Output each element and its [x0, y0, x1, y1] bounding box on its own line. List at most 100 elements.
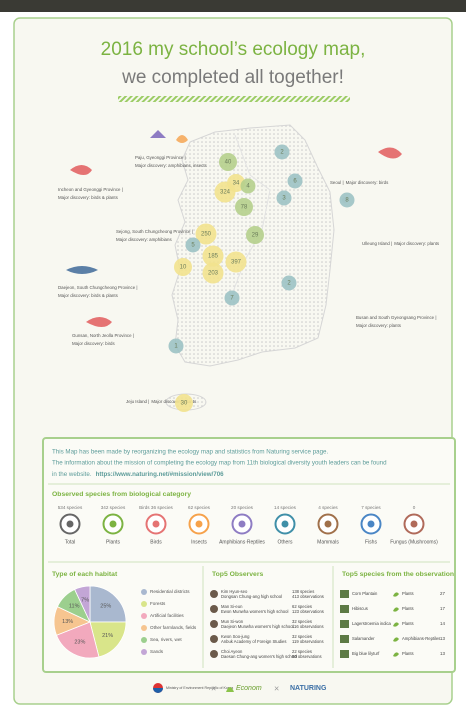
category-title: Observed species from biological categor…	[52, 491, 191, 498]
species-count: 13	[440, 636, 445, 641]
pie-label: 23%	[74, 639, 85, 645]
legend-label: Artificial facilities	[150, 613, 184, 618]
legend-swatch	[141, 613, 147, 619]
observer-observations: 119 observations	[292, 639, 324, 644]
species-group: Amphibians·Reptiles	[402, 636, 440, 641]
region-name: Daejeon, South Chungcheong Province |	[58, 285, 138, 290]
species-count: 27	[440, 591, 445, 596]
category-label: Birds	[150, 539, 162, 545]
info-url[interactable]: https://www.naturing.net/#mission/view/7…	[96, 471, 225, 478]
category-icon-dot	[67, 521, 74, 528]
legend-swatch	[141, 589, 147, 595]
region-discovery: Major discovery: birds	[346, 180, 390, 185]
region-discovery: Major discovery: amphibians	[116, 237, 172, 242]
category-count: 62 species	[188, 505, 211, 510]
count-label: 30	[181, 401, 188, 407]
region-name: Jeju Island |	[126, 399, 149, 404]
count-label: 34	[233, 181, 240, 187]
region-name: Incheon and Gyeonggi Province |	[58, 187, 123, 192]
observer-avatar	[210, 635, 218, 643]
category-count: 4 species	[318, 505, 338, 510]
species-group: Plants	[402, 591, 414, 596]
region-name: Seoul |	[330, 180, 344, 185]
count-label: 40	[225, 160, 232, 166]
legend-swatch	[141, 601, 147, 607]
legend-label: Sands	[150, 649, 164, 654]
category-count: 342 species	[101, 505, 126, 510]
category-icon-dot	[153, 521, 160, 528]
observer-observations: 123 observations	[292, 609, 324, 614]
count-label: 203	[208, 271, 219, 277]
species-name: Hibiscus	[352, 606, 368, 611]
species-name: Big blue lilyturf	[352, 651, 380, 656]
category-icon-dot	[110, 521, 117, 528]
econom-name: Econom	[236, 685, 262, 692]
category-icon-dot	[196, 521, 203, 528]
count-label: 397	[231, 260, 242, 266]
category-count: 14 species	[274, 505, 297, 510]
observer-school: Anbuk Academy of Foreign Studies	[221, 639, 286, 644]
info-line: in the website. https://www.naturing.net/…	[52, 471, 224, 478]
region-discovery: Major discovery: plants	[394, 241, 440, 246]
legend-swatch	[141, 625, 147, 631]
observers-title: Top5 Observers	[212, 571, 263, 578]
species-name: Salamander	[352, 636, 375, 641]
species-name: Corn Plantain	[352, 591, 378, 596]
info-line: in the website.	[52, 471, 92, 478]
observer-observations: 116 observations	[292, 624, 324, 629]
observer-avatar	[210, 590, 218, 598]
legend-swatch	[141, 637, 147, 643]
observer-avatar	[210, 620, 218, 628]
category-count: 0	[413, 505, 416, 510]
region-discovery: Major discovery: birds & plants	[58, 293, 119, 298]
ministry-name: Ministry of Environment Republic of Kore…	[166, 686, 233, 690]
category-icon-dot	[368, 521, 375, 528]
pie-label: 7%	[81, 598, 89, 604]
species-photo	[340, 605, 349, 613]
region-label: Ulleung Island |Major discovery: plants	[362, 241, 440, 246]
count-label: 29	[252, 233, 259, 239]
pie-label: 11%	[69, 604, 80, 610]
title-line1: 2016 my school’s ecology map,	[101, 39, 366, 60]
poster: 2016 my school’s ecology map, we complet…	[0, 0, 466, 710]
species-photo	[340, 650, 349, 658]
legend-swatch	[141, 649, 147, 655]
region-discovery: Major discovery: amphibians, insects	[135, 163, 208, 168]
category-label: Others	[277, 539, 293, 545]
category-icon-dot	[239, 521, 246, 528]
category-count: 7 species	[361, 505, 381, 510]
region-name: Sejong, South Chungcheong Province |	[116, 229, 193, 234]
count-label: 185	[208, 254, 219, 260]
category-label: Fungus (Mushrooms)	[390, 539, 438, 545]
category-count: Birds 36 species	[139, 505, 173, 510]
species-title: Top5 species from the observation	[342, 571, 454, 578]
species-count: 13	[440, 651, 445, 656]
species-photo	[340, 590, 349, 598]
legend-label: Forests	[150, 601, 166, 606]
region-name: Busan and South Gyeongsang Province |	[356, 315, 436, 320]
observer-school: Daejeon Munwha women's high school	[221, 624, 294, 629]
legend-label: Residential districts	[150, 589, 190, 594]
info-line: This Map has been made by reorganizing t…	[52, 449, 328, 456]
observer-avatar	[210, 650, 218, 658]
species-count: 14	[440, 621, 445, 626]
species-photo	[340, 635, 349, 643]
species-group: Plants	[402, 606, 414, 611]
category-count: 20 species	[231, 505, 254, 510]
legend-label: Other farmlands, fields	[150, 625, 197, 630]
count-label: 10	[180, 265, 187, 271]
photo-strip	[0, 0, 466, 12]
category-label: Fishs	[365, 539, 377, 545]
naturing-name: NATURING	[290, 685, 327, 692]
category-label: Plants	[106, 539, 120, 545]
category-icon-dot	[411, 521, 418, 528]
category-label: Mammals	[317, 539, 339, 545]
title-line2: we completed all together!	[121, 67, 344, 88]
separator-x: ×	[274, 683, 279, 693]
species-name: Lagerstroemia indica	[352, 621, 392, 626]
region-discovery: Major discovery: birds	[72, 341, 116, 346]
legend-label: Sea, rivers, wet	[150, 637, 182, 642]
category-label: Insects	[191, 539, 207, 545]
category-count: 534 species	[58, 505, 83, 510]
title-band	[118, 96, 350, 102]
